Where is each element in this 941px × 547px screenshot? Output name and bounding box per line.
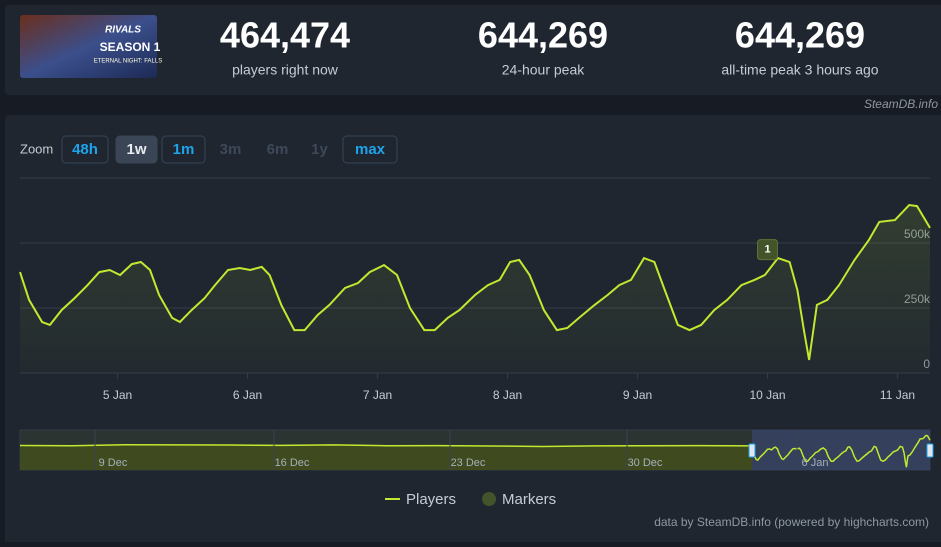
navigator-label: 23 Dec (451, 457, 486, 469)
x-tick-label: 6 Jan (233, 388, 262, 402)
zoom-label: Zoom (20, 141, 53, 156)
series-line (19, 203, 931, 361)
zoom-button[interactable] (161, 135, 206, 164)
thumb-title: SEASON 1 (100, 40, 161, 54)
zoom-button-label[interactable]: 48h (72, 141, 98, 158)
navigator-window-line (751, 434, 931, 468)
thumb-subtitle: ETERNAL NIGHT: FALLS (94, 59, 162, 65)
thumbnail (20, 15, 157, 78)
navigator-label: 16 Dec (275, 457, 310, 469)
zoom-button-label[interactable]: 1w (126, 141, 146, 158)
header-card (5, 5, 941, 95)
navigator-handle[interactable] (926, 443, 934, 458)
credits[interactable]: data by SteamDB.info (powered by highcha… (654, 515, 929, 529)
navigator-area (20, 444, 752, 470)
x-tick-label: 11 Jan (880, 388, 915, 402)
legend-label[interactable]: Players (406, 491, 456, 508)
navigator-line (19, 443, 753, 448)
navigator-window[interactable] (752, 430, 930, 470)
zoom-button-label: 6m (267, 141, 289, 158)
zoom-button[interactable] (342, 135, 398, 164)
stat-label: all-time peak 3 hours ago (721, 62, 878, 78)
source-link[interactable]: SteamDB.info (864, 97, 938, 111)
zoom-button[interactable] (115, 135, 158, 164)
x-tick-label: 7 Jan (363, 388, 392, 402)
navigator-label: 6 Jan (802, 457, 829, 469)
legend-label[interactable]: Markers (502, 491, 556, 508)
zoom-button-label: 1y (311, 141, 328, 158)
marker-label: 1 (764, 244, 770, 256)
zoom-button-label[interactable]: max (355, 141, 386, 158)
x-tick-label: 8 Jan (493, 388, 522, 402)
zoom-button[interactable] (61, 135, 109, 164)
stat-label: 24-hour peak (502, 62, 586, 78)
x-tick-label: 10 Jan (749, 388, 785, 402)
marker-flag[interactable] (757, 239, 778, 261)
line-area (20, 205, 930, 373)
zoom-button-label[interactable]: 1m (173, 141, 195, 158)
thumb-logo: RIVALS (105, 25, 141, 36)
navigator-label: 30 Dec (628, 457, 663, 469)
zoom-button-label: 3m (220, 141, 242, 158)
x-tick-label: 9 Jan (623, 388, 652, 402)
stat-value: 644,269 (735, 15, 865, 56)
legend-marker (482, 492, 496, 506)
navigator-label: 9 Dec (99, 457, 128, 469)
x-tick-label: 5 Jan (103, 388, 132, 402)
stat-label: players right now (232, 62, 339, 78)
navigator-handle[interactable] (748, 443, 756, 458)
stat-value: 464,474 (220, 15, 350, 56)
stat-value: 644,269 (478, 15, 608, 56)
